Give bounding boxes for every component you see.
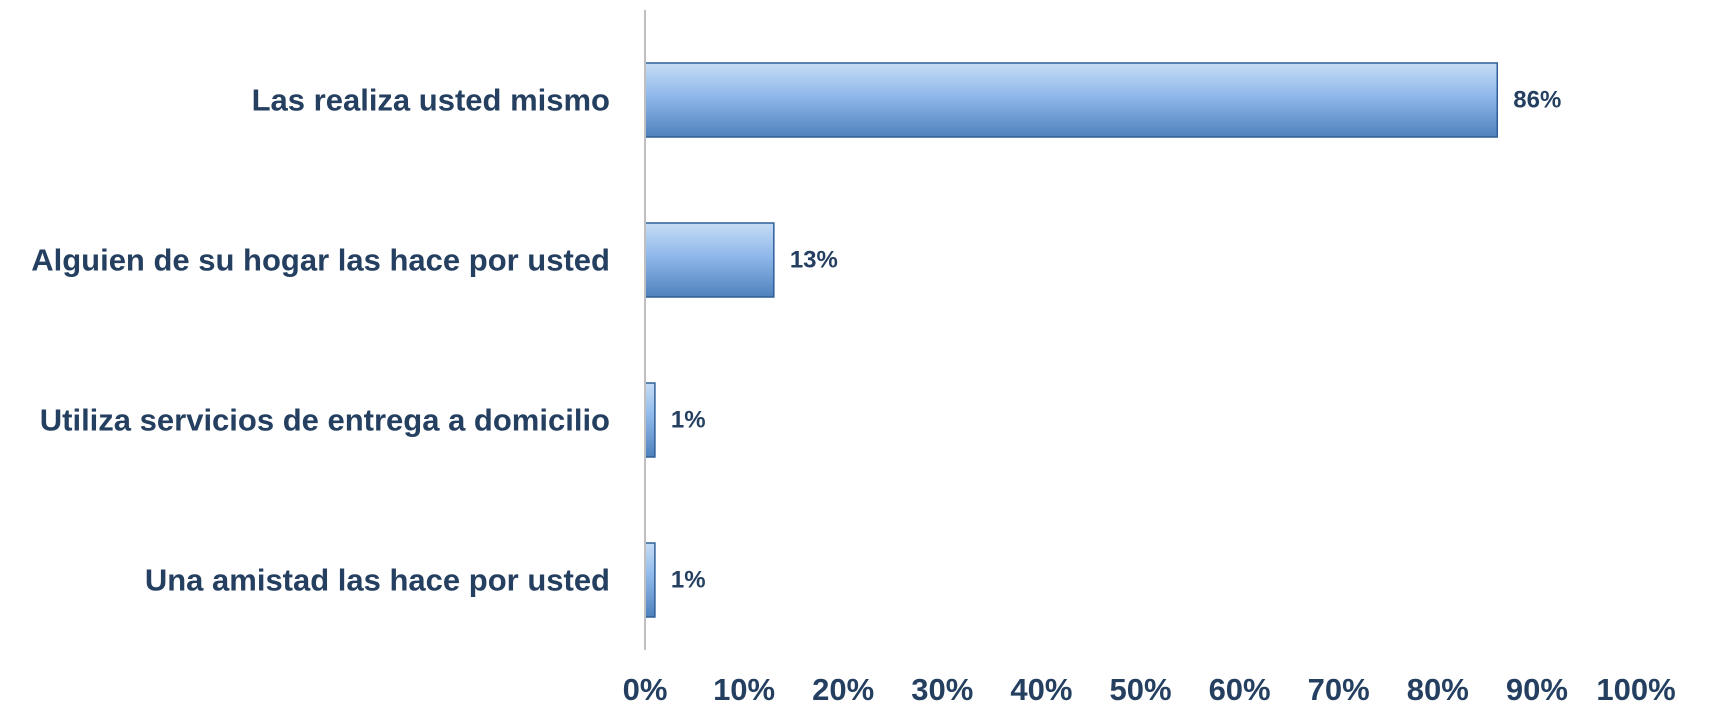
category-labels: Las realiza usted mismo Alguien de su hog… bbox=[31, 83, 610, 598]
x-tick-label: 60% bbox=[1209, 672, 1271, 707]
category-label: Alguien de su hogar las hace por usted bbox=[31, 243, 610, 278]
bar-2 bbox=[644, 222, 775, 298]
bars-group bbox=[644, 62, 1499, 618]
bar-1 bbox=[644, 62, 1499, 138]
data-label: 1% bbox=[671, 567, 706, 594]
data-label: 13% bbox=[790, 247, 838, 274]
category-label: Las realiza usted mismo bbox=[252, 83, 610, 118]
x-tick-label: 0% bbox=[623, 672, 668, 707]
x-tick-label: 80% bbox=[1407, 672, 1469, 707]
data-labels: 86% 13% 1% 1% bbox=[671, 87, 1561, 594]
x-tick-label: 10% bbox=[713, 672, 775, 707]
x-tick-label: 50% bbox=[1109, 672, 1171, 707]
category-label: Una amistad las hace por usted bbox=[145, 563, 610, 598]
bar-3 bbox=[644, 382, 656, 458]
x-tick-label: 90% bbox=[1506, 672, 1568, 707]
x-tick-label: 30% bbox=[911, 672, 973, 707]
category-label: Utiliza servicios de entrega a domicilio bbox=[40, 403, 610, 438]
data-label: 1% bbox=[671, 407, 706, 434]
x-tick-label: 20% bbox=[812, 672, 874, 707]
x-tick-label: 100% bbox=[1596, 672, 1675, 707]
x-tick-label: 70% bbox=[1308, 672, 1370, 707]
bar-4 bbox=[644, 542, 656, 618]
data-label: 86% bbox=[1513, 87, 1561, 114]
x-axis-ticks: 0% 10% 20% 30% 40% 50% 60% 70% 80% 90% 100% bbox=[623, 672, 1676, 707]
x-tick-label: 40% bbox=[1010, 672, 1072, 707]
